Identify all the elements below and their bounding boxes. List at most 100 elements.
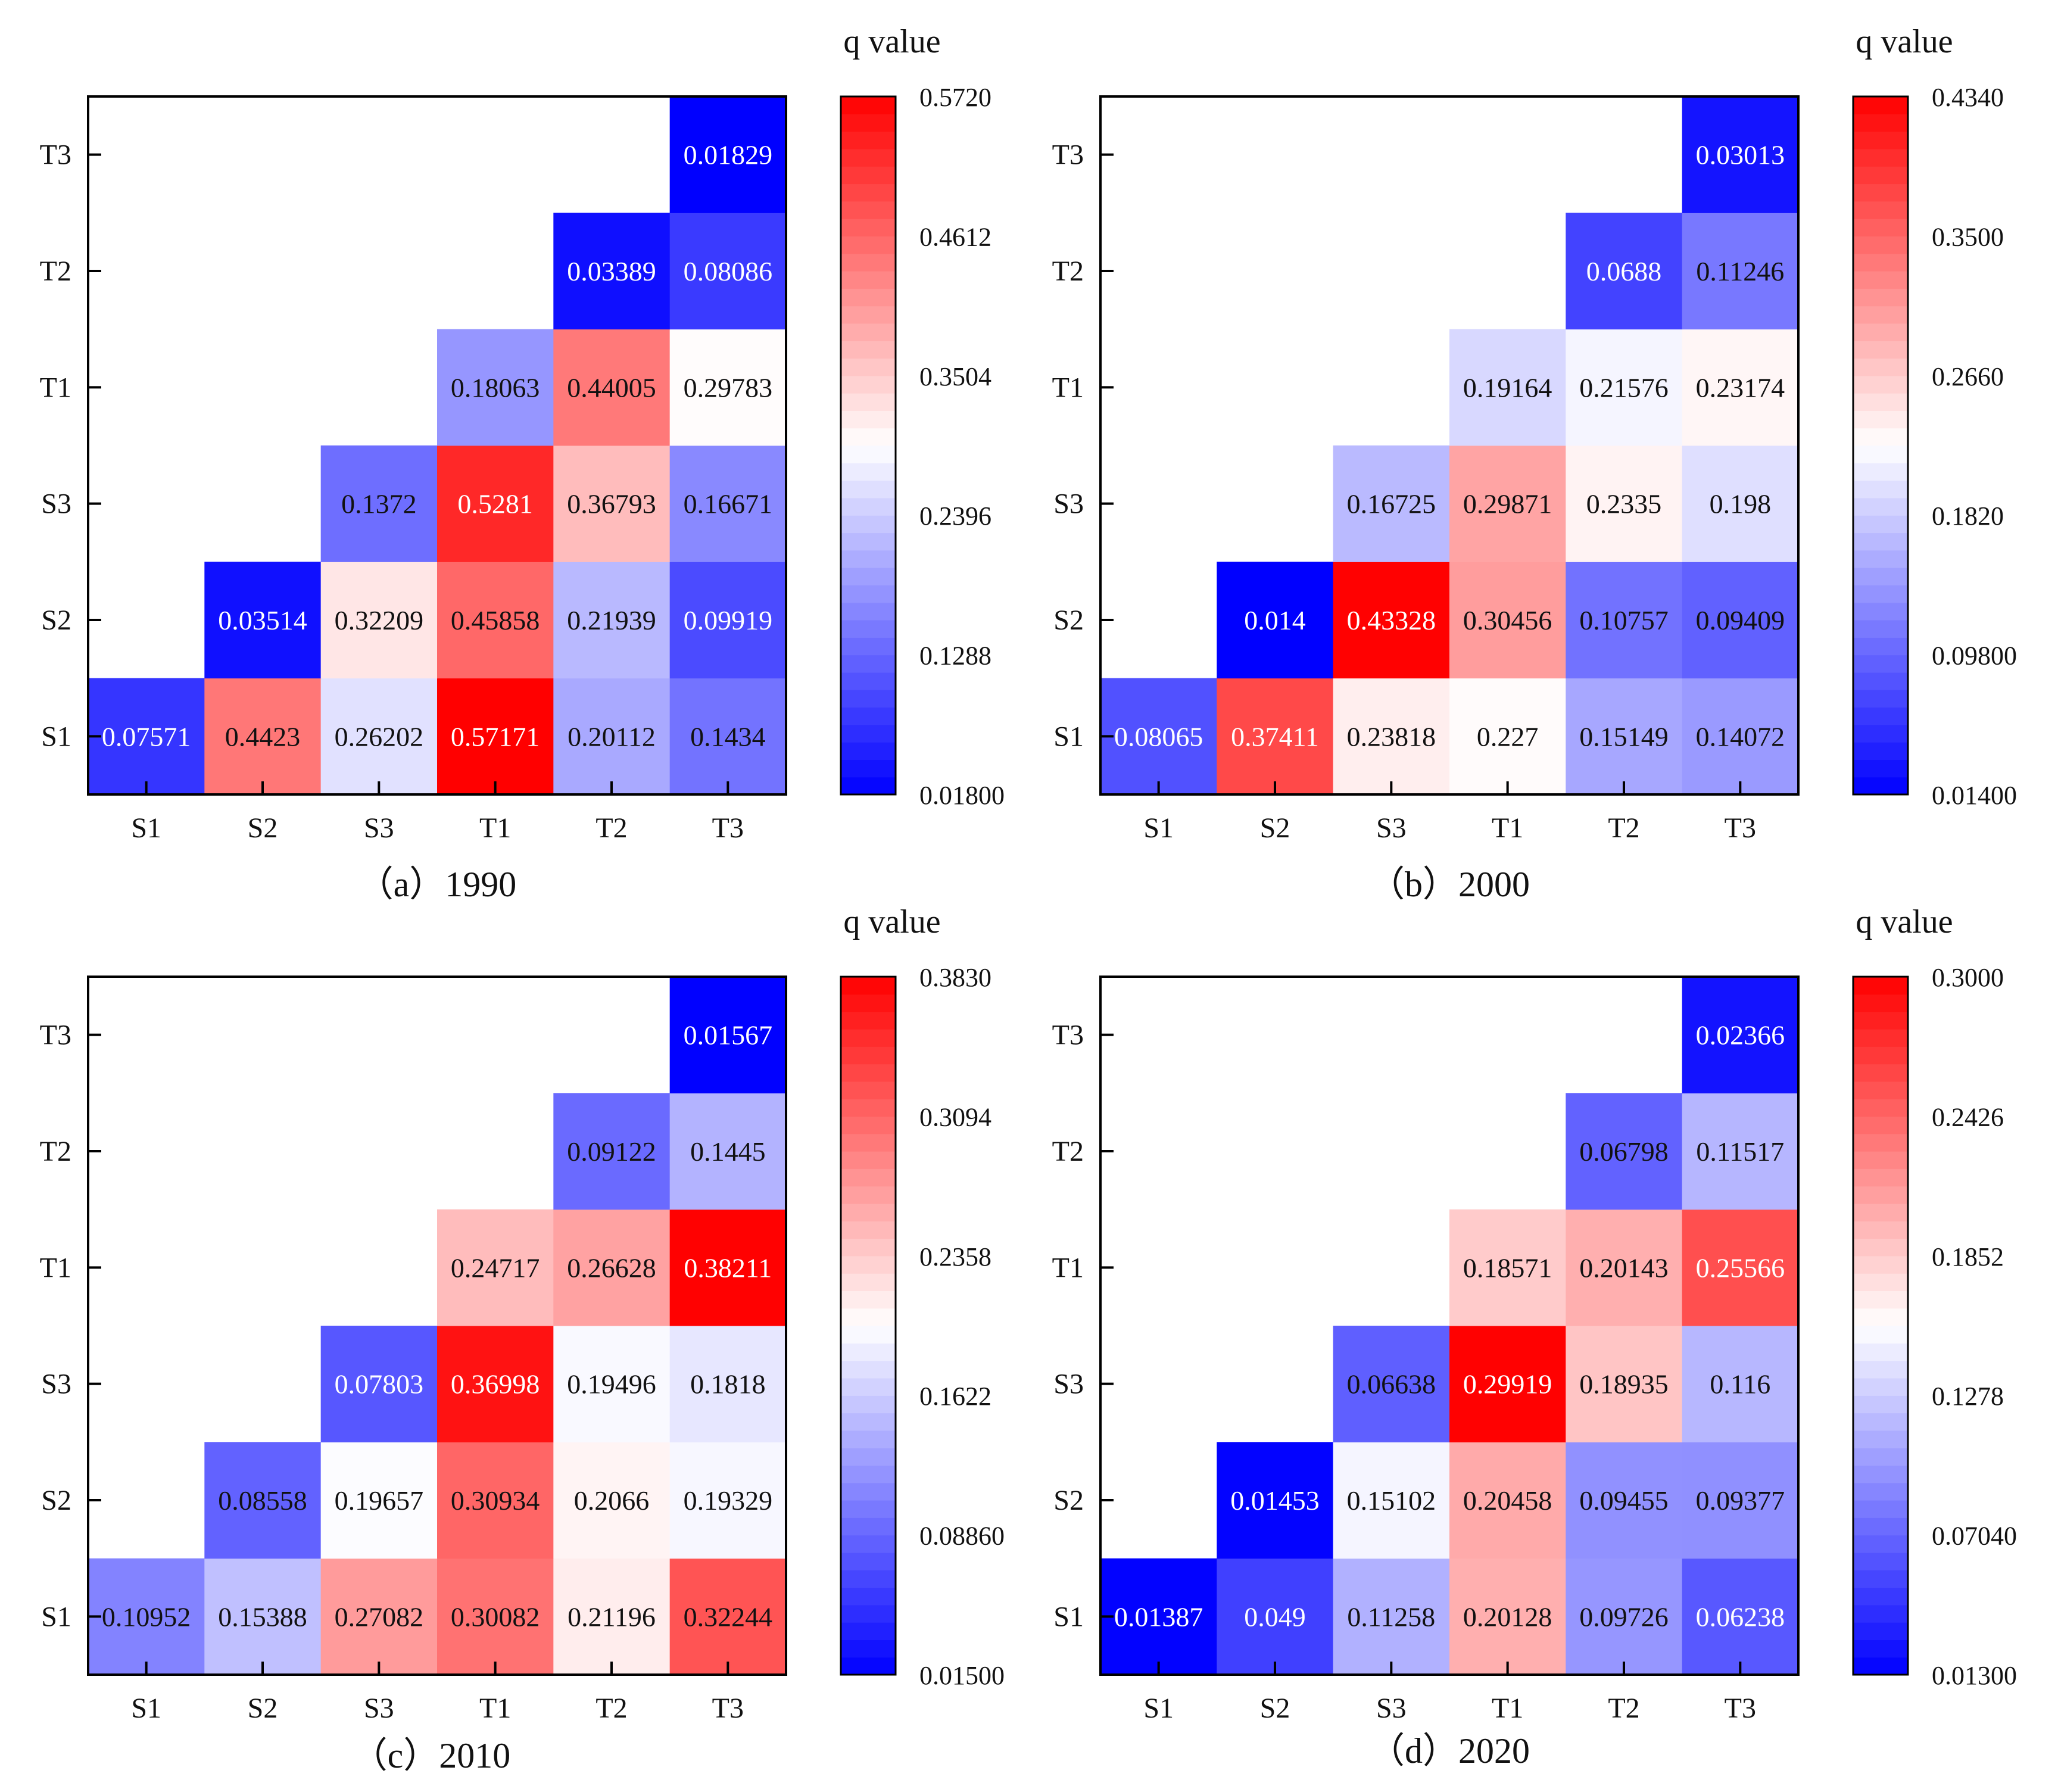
heatmap-cell	[204, 1442, 322, 1559]
cell-value-label: 0.18935	[1579, 1369, 1669, 1400]
x-tick-label: T3	[1725, 1693, 1756, 1724]
cell-value-label: 0.45858	[451, 605, 540, 635]
colorbar-segment	[1853, 777, 1908, 795]
cell-value-label: 0.20128	[1463, 1601, 1552, 1632]
colorbar-segment	[1853, 977, 1908, 995]
colorbar-segment	[1853, 707, 1908, 725]
heatmap-cell	[669, 1558, 787, 1675]
cell-value-label: 0.1445	[690, 1136, 766, 1167]
colorbar-segment	[1853, 306, 1908, 324]
colorbar-segment	[1853, 1203, 1908, 1221]
colorbar-segment	[1853, 1168, 1908, 1187]
colorbar-frame	[1852, 95, 1909, 796]
cell-value-label: 0.07803	[335, 1369, 424, 1400]
heatmap-cell	[1566, 1093, 1683, 1210]
colorbar-segment	[841, 655, 896, 673]
colorbar-segment	[841, 96, 896, 114]
colorbar-segment	[841, 690, 896, 708]
colorbar-segment	[1853, 148, 1908, 167]
colorbar-segment	[1853, 497, 1908, 516]
cell-value-label: 0.10952	[102, 1601, 191, 1632]
colorbar-tick-label: 0.4612	[919, 222, 991, 251]
colorbar-segment	[1853, 1011, 1908, 1030]
cell-value-label: 0.57171	[451, 721, 540, 752]
panel-caption: （b）2000	[1369, 865, 1530, 904]
colorbar-segment	[1853, 271, 1908, 289]
heatmap-cell	[204, 562, 322, 679]
heatmap-cell	[1449, 562, 1566, 679]
cell-value-label: 0.37411	[1231, 721, 1319, 752]
colorbar-segment	[841, 1482, 896, 1501]
colorbar-segment	[841, 585, 896, 603]
colorbar-segment	[1853, 550, 1908, 568]
colorbar-segment	[1853, 1604, 1908, 1623]
x-tick-label: S3	[364, 812, 394, 844]
cell-value-label: 0.26202	[335, 721, 424, 752]
y-tick-label: S2	[41, 604, 71, 636]
heatmap-cell	[669, 96, 787, 213]
colorbar-segment	[841, 515, 896, 534]
colorbar-segment	[1853, 515, 1908, 534]
cell-value-label: 0.21576	[1579, 372, 1669, 403]
colorbar-segment	[841, 1430, 896, 1448]
heatmap-cell	[320, 1558, 438, 1675]
colorbar-segment	[841, 1640, 896, 1658]
colorbar-segment	[841, 341, 896, 359]
colorbar-segment	[841, 1308, 896, 1326]
colorbar-segment	[841, 183, 896, 202]
colorbar-segment	[841, 428, 896, 446]
heatmap-cell	[1682, 977, 1799, 1093]
heatmap-cell	[1217, 678, 1334, 795]
heatmap-cell	[1682, 1209, 1799, 1326]
heatmap-cell	[553, 329, 671, 446]
colorbar-segment	[841, 1291, 896, 1309]
colorbar-segment	[1853, 1448, 1908, 1466]
x-tick-label: T1	[479, 1693, 511, 1724]
colorbar-segment	[841, 532, 896, 551]
colorbar-segment	[841, 1081, 896, 1099]
heatmap-cell	[1333, 445, 1450, 562]
colorbar-segment	[841, 620, 896, 638]
heatmap-cell	[1449, 445, 1566, 562]
heatmap-cell	[553, 213, 671, 330]
heatmap-cell	[1333, 678, 1450, 795]
y-tick-label: S1	[1053, 1601, 1084, 1632]
cell-value-label: 0.30456	[1463, 605, 1552, 635]
cell-value-label: 0.44005	[567, 372, 656, 403]
colorbar-segment	[1853, 1535, 1908, 1553]
heatmap-cell	[669, 678, 787, 795]
colorbar-segment	[1853, 1255, 1908, 1274]
heatmap-cell	[553, 445, 671, 562]
colorbar-tick-label: 0.1288	[919, 641, 991, 671]
heatmap-cell	[1682, 1558, 1799, 1675]
colorbar-segment	[841, 166, 896, 185]
x-tick-label: S2	[248, 1693, 278, 1724]
cell-value-label: 0.19657	[335, 1485, 424, 1516]
colorbar-segment	[841, 1395, 896, 1414]
x-tick-label: T1	[1492, 812, 1523, 844]
plot-frame	[87, 976, 787, 1676]
y-tick-label: T3	[1052, 1020, 1084, 1051]
y-tick-label: T2	[40, 1136, 71, 1167]
x-tick-label: T3	[712, 812, 744, 844]
colorbar-tick-label: 0.09800	[1932, 641, 2017, 671]
colorbar-segment	[1853, 637, 1908, 656]
colorbar-segment	[841, 1099, 896, 1117]
heatmap-cell	[204, 1558, 322, 1675]
cell-value-label: 0.06798	[1579, 1136, 1669, 1167]
colorbar-segment	[1853, 585, 1908, 603]
heatmap-cell	[1333, 1442, 1450, 1559]
y-tick-label: T3	[40, 139, 71, 171]
x-tick-label: S3	[1376, 812, 1407, 844]
heatmap-cell	[1682, 1093, 1799, 1210]
colorbar-segment	[1853, 1657, 1908, 1675]
colorbar-segment	[841, 271, 896, 289]
plot-frame	[87, 95, 787, 796]
cell-value-label: 0.29783	[684, 372, 773, 403]
colorbar-tick-label: 0.3094	[919, 1102, 991, 1132]
y-tick-label: S1	[41, 721, 71, 752]
heatmap-cell	[88, 1558, 205, 1675]
cell-value-label: 0.16725	[1347, 489, 1436, 519]
heatmap-cell	[437, 1326, 554, 1442]
cell-value-label: 0.36998	[451, 1369, 540, 1400]
